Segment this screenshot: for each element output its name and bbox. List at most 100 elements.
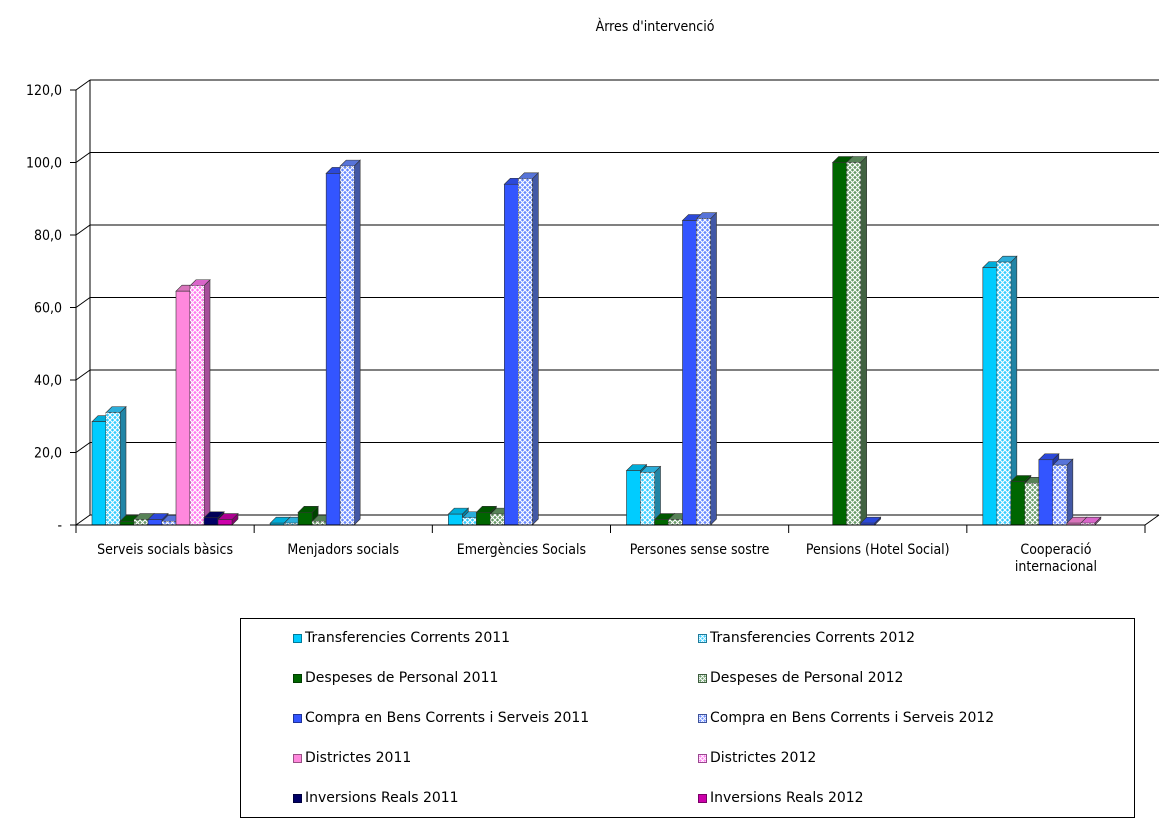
bar bbox=[845, 155, 868, 526]
legend-item: Inversions Reals 2012 bbox=[698, 789, 864, 807]
bar-hatch bbox=[490, 514, 505, 525]
bar-side bbox=[532, 172, 539, 526]
bar-hatch bbox=[1052, 465, 1067, 525]
y-tick-label: 40,0 bbox=[34, 373, 62, 389]
bar bbox=[217, 512, 239, 526]
bar-front bbox=[682, 220, 697, 526]
y-tick-label: 120,0 bbox=[26, 83, 62, 99]
bar-side bbox=[1066, 458, 1074, 526]
bar-hatch bbox=[668, 519, 683, 525]
bar-hatch bbox=[640, 472, 655, 525]
legend-swatch bbox=[293, 633, 302, 643]
legend-swatch bbox=[698, 673, 707, 683]
bar-hatch bbox=[1024, 483, 1039, 525]
chart-title: Àrres d'intervenció bbox=[595, 19, 715, 35]
x-tick-label: Pensions (Hotel Social) bbox=[806, 542, 950, 558]
bar bbox=[1052, 458, 1074, 526]
legend-swatch bbox=[698, 753, 707, 763]
bar bbox=[339, 159, 361, 526]
bar-hatch bbox=[134, 519, 148, 525]
gridline-side bbox=[75, 369, 91, 381]
bar-side bbox=[119, 405, 127, 526]
legend-label: Districtes 2011 bbox=[305, 750, 412, 766]
x-tick-label: Emergències Socials bbox=[457, 542, 586, 558]
legend-item: Transferencies Corrents 2012 bbox=[698, 629, 915, 647]
bar-front bbox=[217, 519, 233, 526]
bar-hatch bbox=[696, 218, 711, 525]
legend-swatch bbox=[293, 713, 302, 723]
bar-hatch bbox=[106, 412, 120, 525]
legend-swatch bbox=[293, 673, 302, 683]
bar-side bbox=[353, 159, 361, 526]
bar bbox=[859, 516, 882, 526]
legend-label: Compra en Bens Corrents i Serveis 2012 bbox=[710, 710, 995, 726]
y-tick-label: - bbox=[57, 518, 62, 534]
legend: Transferencies Corrents 2011 Transferenci… bbox=[240, 618, 1135, 818]
bar-chart: - 20,0 40,0 60,0 80,0 100,0 120,0 Serveis soci… bbox=[26, 79, 1160, 575]
bar-hatch bbox=[340, 166, 355, 525]
bar-side bbox=[860, 155, 867, 526]
bar-front bbox=[626, 470, 641, 526]
gridline-side bbox=[75, 442, 91, 453]
bar-hatch bbox=[284, 523, 299, 525]
legend-item: Despeses de Personal 2011 bbox=[293, 669, 498, 687]
legend-item: Compra en Bens Corrents i Serveis 2012 bbox=[698, 709, 994, 727]
bar-front bbox=[504, 183, 519, 526]
legend-label: Despeses de Personal 2012 bbox=[710, 670, 904, 686]
y-tick-label: 20,0 bbox=[34, 446, 62, 462]
bar-front bbox=[832, 162, 847, 526]
x-tick-label: Persones sense sostre bbox=[630, 542, 770, 558]
bar-side bbox=[203, 279, 211, 526]
bar bbox=[639, 465, 662, 526]
legend-label: Transferencies Corrents 2011 bbox=[305, 630, 511, 646]
x-tick-label: Cooperació bbox=[1020, 542, 1091, 558]
legend-label: Despeses de Personal 2011 bbox=[305, 670, 499, 686]
bar-front bbox=[175, 290, 191, 526]
legend-swatch bbox=[698, 793, 707, 803]
bar bbox=[996, 255, 1018, 526]
bar-front bbox=[147, 519, 163, 526]
legend-swatch bbox=[698, 713, 707, 723]
y-tick-label: 100,0 bbox=[26, 156, 62, 172]
y-axis-ticks: - 20,0 40,0 60,0 80,0 100,0 120,0 bbox=[26, 83, 76, 534]
legend-swatch bbox=[293, 793, 302, 803]
bar-hatch bbox=[518, 178, 533, 525]
bar-front bbox=[325, 173, 341, 526]
bar-hatch bbox=[996, 262, 1011, 525]
x-tick-label: internacional bbox=[1015, 559, 1097, 575]
bar-hatch bbox=[846, 162, 861, 525]
legend-item: Districtes 2011 bbox=[293, 749, 411, 767]
legend-label: Districtes 2012 bbox=[710, 750, 817, 766]
legend-item: Despeses de Personal 2012 bbox=[698, 669, 903, 687]
bar bbox=[297, 505, 319, 526]
y-tick-label: 80,0 bbox=[34, 228, 62, 244]
legend-label: Compra en Bens Corrents i Serveis 2011 bbox=[305, 710, 590, 726]
y-tick-label: 60,0 bbox=[34, 301, 62, 317]
legend-swatch bbox=[293, 753, 302, 763]
gridline-side bbox=[75, 514, 91, 526]
bar-hatch bbox=[312, 521, 327, 525]
bar bbox=[189, 279, 211, 526]
x-tick-label: Menjadors socials bbox=[287, 542, 399, 558]
bar-front bbox=[476, 512, 491, 526]
gridline-side bbox=[75, 152, 91, 163]
bar bbox=[517, 172, 540, 526]
gridline-side bbox=[75, 224, 91, 236]
legend-item: Districtes 2012 bbox=[698, 749, 816, 767]
legend-label: Transferencies Corrents 2012 bbox=[710, 630, 916, 646]
legend-swatch bbox=[698, 633, 707, 643]
bar-front bbox=[119, 521, 135, 526]
bar-hatch bbox=[462, 517, 477, 525]
bar-hatch bbox=[1080, 523, 1095, 525]
bar-front bbox=[654, 519, 669, 526]
x-axis-ticks: Serveis socials bàsics Menjadors socials E… bbox=[75, 525, 1146, 575]
x-tick-label: Serveis socials bàsics bbox=[97, 542, 233, 558]
gridline-side bbox=[75, 297, 91, 308]
bar-front bbox=[448, 513, 463, 526]
bar-hatch bbox=[190, 285, 204, 525]
legend-item: Transferencies Corrents 2011 bbox=[293, 629, 510, 647]
bar-front bbox=[297, 512, 313, 526]
bar bbox=[105, 405, 127, 526]
gridlines bbox=[75, 79, 1159, 526]
legend-item: Inversions Reals 2011 bbox=[293, 789, 459, 807]
